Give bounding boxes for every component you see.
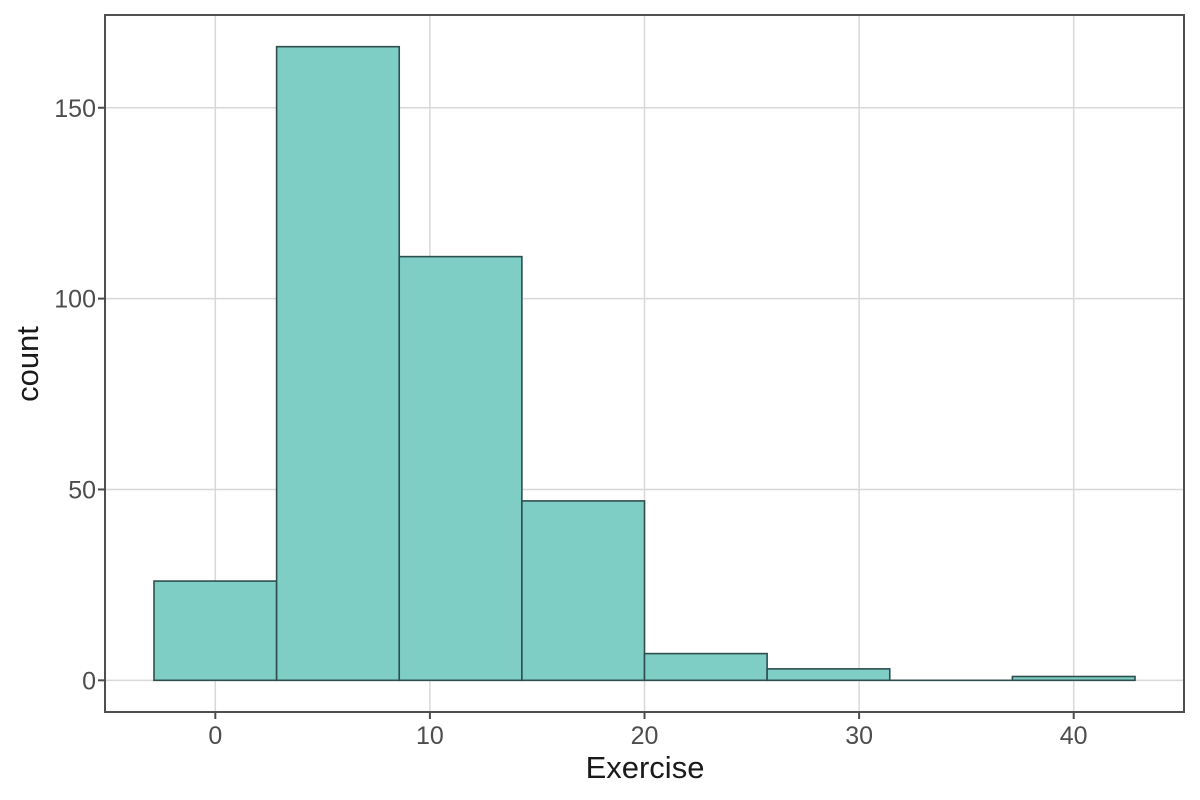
histogram-bar [398, 255, 523, 682]
tick-labels-layer: 0 10 20 30 40 0 50 100 150 [54, 95, 1087, 750]
x-tick-label: 20 [631, 722, 659, 750]
x-tick-label: 40 [1060, 722, 1088, 750]
tick-marks-layer [98, 106, 1075, 719]
histogram-bar [275, 45, 401, 682]
y-tick-label: 50 [68, 476, 96, 504]
histogram-bar [643, 652, 768, 682]
y-axis-title: count [10, 326, 45, 402]
x-tick-label: 30 [845, 722, 873, 750]
histogram-bar [521, 500, 646, 682]
histogram-bar [766, 668, 891, 682]
histogram-bar [1011, 675, 1136, 682]
histogram-bars-layer [153, 45, 1136, 682]
x-tick-label: 0 [208, 722, 222, 750]
y-tick-label: 150 [54, 95, 96, 123]
histogram-bar [153, 580, 278, 682]
x-axis-title: Exercise [586, 750, 705, 785]
y-tick-label: 0 [82, 667, 96, 695]
x-tick-label: 10 [416, 722, 444, 750]
y-tick-label: 100 [54, 286, 96, 314]
